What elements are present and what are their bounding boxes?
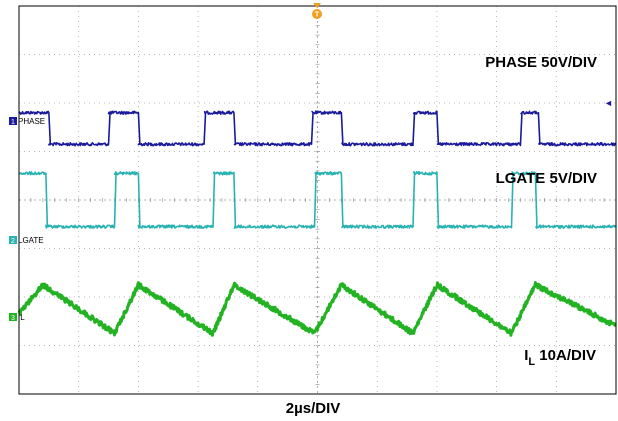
channel-2-name: LGATE (18, 236, 44, 245)
il-scale-sub: L (528, 356, 535, 368)
il-scale-main: I (524, 347, 528, 364)
trigger-marker: T (312, 3, 322, 19)
channel-3-label: 3 IL (9, 313, 25, 322)
phase-scale-label: PHASE 50V/DIV (485, 54, 597, 71)
channel-2-label: 2 LGATE (9, 236, 44, 245)
traces (17, 110, 617, 337)
channel-1-label: 1 PHASE (9, 117, 45, 126)
channel-3-name: IL (18, 313, 25, 322)
trace-il (17, 280, 617, 337)
time-scale-label: 2µs/DIV (286, 400, 341, 417)
trace-lgate (18, 171, 617, 229)
il-scale-label: IL 10A/DIV (524, 347, 596, 368)
lgate-scale-label: LGATE 5V/DIV (496, 170, 597, 187)
trigger-marker-label: T (315, 12, 320, 19)
il-scale-rest: 10A/DIV (535, 347, 596, 364)
channel-2-id: 2 (11, 238, 15, 245)
channel-1-id: 1 (11, 119, 15, 126)
edge-marker: ◄ (604, 98, 613, 108)
trace-phase (18, 110, 617, 147)
graticule (18, 5, 617, 395)
channel-3-id: 3 (11, 315, 15, 322)
channel-1-name: PHASE (18, 117, 45, 126)
